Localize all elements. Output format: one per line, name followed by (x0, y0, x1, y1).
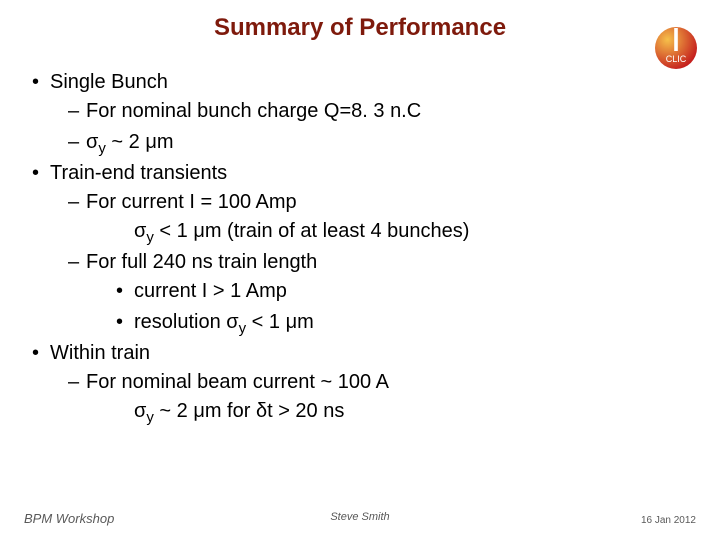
bullet-text: Single Bunch (50, 71, 168, 93)
bullet-lvl1: For nominal bunch charge Q=8. 3 n.C (68, 97, 696, 126)
bullet-text: Within train (50, 342, 150, 364)
bullet-lvl1: For current I = 100 Amp σy < 1 μm (train … (68, 188, 696, 246)
bullet-lvl0: Within train For nominal beam current ~ 1… (32, 339, 696, 426)
footer-right: 16 Jan 2012 (641, 515, 696, 526)
footer-left: BPM Workshop (24, 511, 114, 526)
bullet-lvl2: resolution σy < 1 μm (116, 308, 696, 337)
bullet-text: σy < 1 μm (train of at least 4 bunches) (134, 220, 469, 242)
logo-text: CLIC (666, 54, 687, 64)
bullet-text: For current I = 100 Amp (86, 191, 297, 213)
bullet-lvl2: σy ~ 2 μm for δt > 20 ns (116, 397, 696, 426)
slide-body: Single Bunch For nominal bunch charge Q=8… (24, 68, 696, 426)
bullet-lvl2: σy < 1 μm (train of at least 4 bunches) (116, 217, 696, 246)
clic-logo: CLIC (654, 26, 698, 70)
bullet-lvl0: Single Bunch For nominal bunch charge Q=8… (32, 68, 696, 157)
bullet-text: current I > 1 Amp (134, 280, 287, 302)
bullet-lvl1: For nominal beam current ~ 100 A σy ~ 2 μ… (68, 368, 696, 426)
bullet-lvl0: Train-end transients For current I = 100 … (32, 159, 696, 337)
bullet-text: resolution σy < 1 μm (134, 311, 314, 333)
slide-title: Summary of Performance (24, 14, 696, 42)
bullet-text: Train-end transients (50, 162, 227, 184)
bullet-lvl2: current I > 1 Amp (116, 277, 696, 306)
footer-center: Steve Smith (330, 511, 389, 523)
bullet-text: σy ~ 2 μm (86, 131, 174, 153)
bullet-text: For nominal bunch charge Q=8. 3 n.C (86, 100, 421, 122)
bullet-lvl1: σy ~ 2 μm (68, 128, 696, 157)
bullet-text: For nominal beam current ~ 100 A (86, 371, 389, 393)
bullet-text: For full 240 ns train length (86, 251, 317, 273)
bullet-text: σy ~ 2 μm for δt > 20 ns (134, 400, 344, 422)
bullet-lvl1: For full 240 ns train length current I > … (68, 248, 696, 337)
slide-footer: BPM Workshop Steve Smith 16 Jan 2012 (0, 511, 720, 526)
